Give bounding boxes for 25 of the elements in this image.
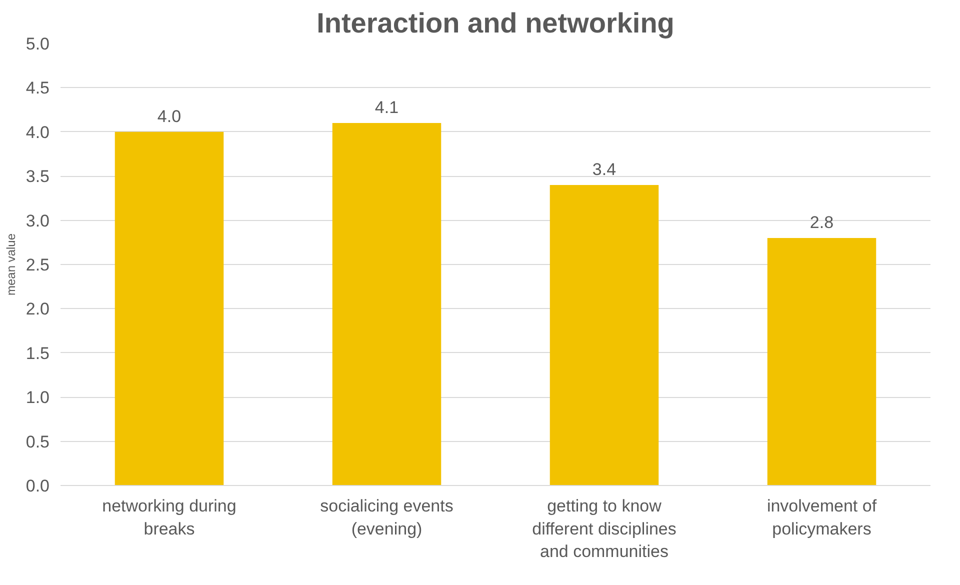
x-tick-label: socialicing events (evening)	[320, 496, 454, 538]
bar	[114, 132, 224, 486]
y-tick-label: 3.0	[26, 211, 50, 230]
y-tick-label: 1.5	[26, 344, 50, 363]
y-tick-label: 4.5	[26, 78, 50, 98]
y-axis-title: mean value	[4, 233, 18, 296]
x-tick-label: getting to know different disciplines and communities	[532, 496, 676, 562]
chart-title: Interaction and networking	[316, 8, 674, 38]
y-tick-label: 2.0	[26, 300, 50, 319]
data-label: 4.0	[157, 106, 182, 126]
y-tick-label: 1.0	[26, 388, 50, 408]
y-tick-label: 5.0	[26, 34, 50, 54]
y-tick-label: 3.5	[26, 167, 50, 186]
x-tick-label: networking during breaks	[102, 496, 236, 538]
data-label: 4.1	[374, 98, 399, 118]
y-tick-label: 0.5	[26, 432, 50, 452]
bar	[332, 123, 442, 486]
data-label: 3.4	[592, 160, 616, 179]
y-tick-label: 0.0	[26, 476, 50, 496]
bar	[767, 238, 876, 486]
y-tick-label: 2.5	[26, 256, 50, 274]
data-label: 2.8	[810, 212, 834, 232]
x-tick-label: involvement of policymakers	[766, 496, 877, 538]
bar	[550, 184, 659, 486]
y-tick-label: 4.0	[26, 122, 50, 142]
